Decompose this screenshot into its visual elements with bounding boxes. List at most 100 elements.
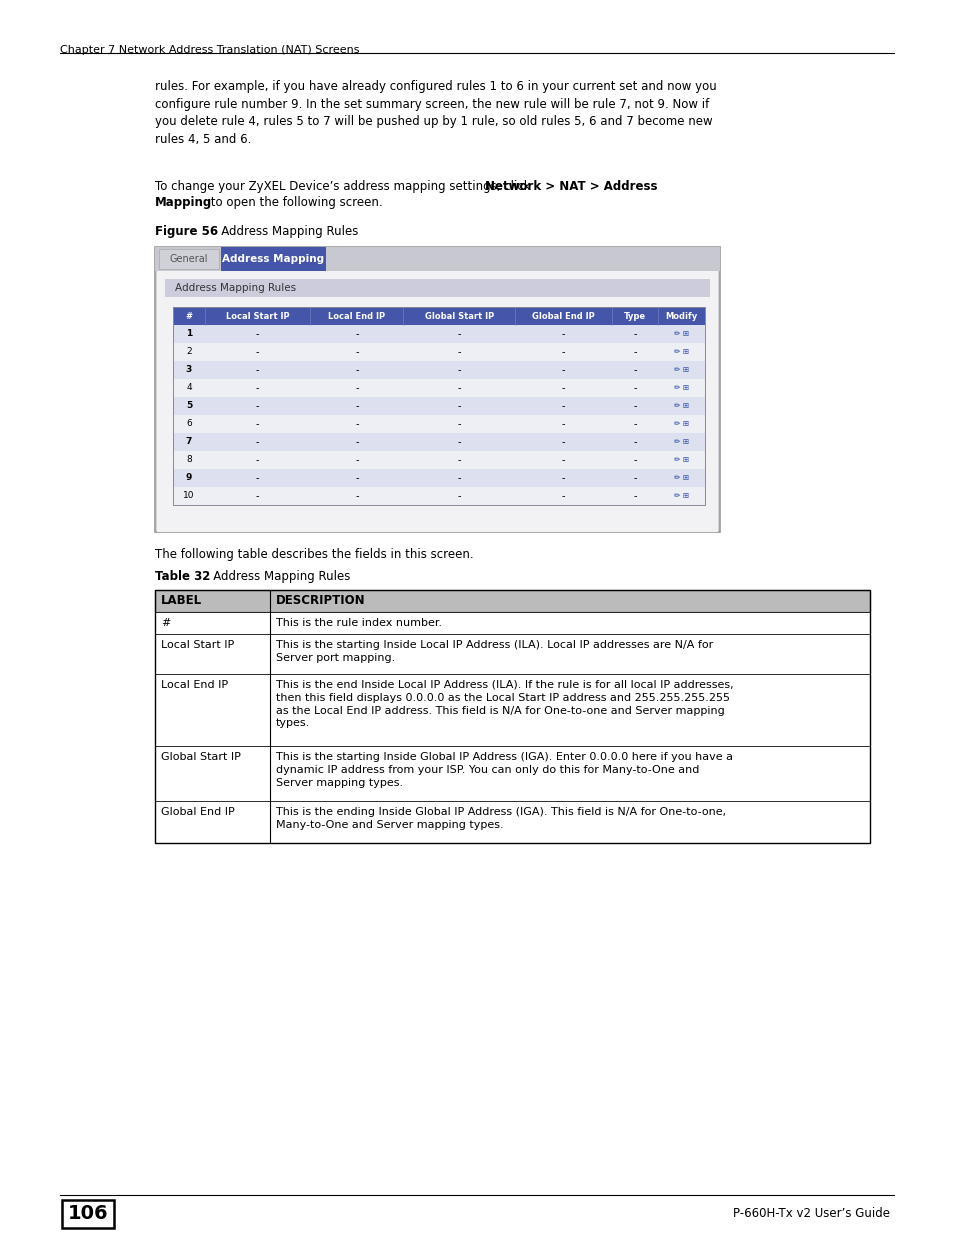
Text: -: - [355, 437, 358, 447]
Text: LABEL: LABEL [161, 594, 202, 608]
Text: -: - [561, 419, 565, 429]
Bar [172, 396, 704, 415]
Text: General: General [170, 254, 208, 264]
Text: -: - [255, 401, 259, 411]
Text: -: - [457, 419, 460, 429]
Text: 1: 1 [186, 330, 192, 338]
Bar [172, 308, 704, 325]
Text: -: - [457, 437, 460, 447]
Text: P-660H-Tx v2 User’s Guide: P-660H-Tx v2 User’s Guide [732, 1208, 889, 1220]
Text: ✏ ⊞: ✏ ⊞ [673, 384, 688, 393]
Text: Local End IP: Local End IP [161, 680, 228, 690]
Bar [221, 247, 326, 270]
Text: -: - [457, 329, 460, 338]
Text: This is the end Inside Local IP Address (ILA). If the rule is for all local IP a: This is the end Inside Local IP Address … [275, 680, 733, 729]
Text: ✏ ⊞: ✏ ⊞ [673, 492, 688, 500]
Bar [172, 308, 704, 505]
Text: Modify: Modify [664, 311, 697, 321]
Text: -: - [633, 329, 636, 338]
Text: 10: 10 [183, 492, 194, 500]
Bar [172, 379, 704, 396]
Text: -: - [633, 383, 636, 393]
Text: -: - [561, 401, 565, 411]
Text: Network > NAT > Address: Network > NAT > Address [484, 180, 657, 193]
Bar [154, 613, 869, 634]
Text: 5: 5 [186, 401, 192, 410]
Text: -: - [633, 454, 636, 466]
Text: -: - [355, 383, 358, 393]
Text: -: - [561, 347, 565, 357]
Text: #: # [161, 618, 171, 629]
Text: The following table describes the fields in this screen.: The following table describes the fields… [154, 548, 473, 561]
Text: ✏ ⊞: ✏ ⊞ [673, 437, 688, 447]
Text: -: - [457, 383, 460, 393]
Text: ✏ ⊞: ✏ ⊞ [673, 347, 688, 357]
Text: -: - [457, 347, 460, 357]
Text: -: - [255, 383, 259, 393]
Bar [154, 802, 869, 844]
Text: -: - [457, 492, 460, 501]
Text: ✏ ⊞: ✏ ⊞ [673, 456, 688, 464]
Text: Mapping: Mapping [154, 196, 212, 209]
Bar [172, 487, 704, 505]
Bar [172, 469, 704, 487]
Bar [172, 343, 704, 361]
Bar [154, 590, 869, 613]
Bar [172, 361, 704, 379]
Text: -: - [633, 437, 636, 447]
Text: This is the rule index number.: This is the rule index number. [275, 618, 441, 629]
Text: Figure 56: Figure 56 [154, 225, 218, 238]
Text: -: - [457, 401, 460, 411]
Text: -: - [255, 454, 259, 466]
Text: -: - [355, 366, 358, 375]
Text: -: - [255, 366, 259, 375]
Text: 8: 8 [186, 456, 192, 464]
Text: -: - [255, 473, 259, 483]
Text: -: - [355, 329, 358, 338]
Text: Global Start IP: Global Start IP [424, 311, 494, 321]
Text: ✏ ⊞: ✏ ⊞ [673, 420, 688, 429]
Text: ✏ ⊞: ✏ ⊞ [673, 473, 688, 483]
Text: Address Mapping Rules: Address Mapping Rules [174, 283, 295, 293]
Text: Table 32: Table 32 [154, 571, 211, 583]
Text: -: - [255, 492, 259, 501]
Text: -: - [561, 383, 565, 393]
Text: -: - [355, 401, 358, 411]
Text: -: - [457, 454, 460, 466]
Text: -: - [561, 366, 565, 375]
Text: Global End IP: Global End IP [532, 311, 595, 321]
Text: -: - [633, 492, 636, 501]
Text: This is the starting Inside Local IP Address (ILA). Local IP addresses are N/A f: This is the starting Inside Local IP Add… [275, 640, 713, 663]
Text: This is the ending Inside Global IP Address (IGA). This field is N/A for One-to-: This is the ending Inside Global IP Addr… [275, 806, 725, 830]
Text: Global End IP: Global End IP [161, 806, 234, 818]
Bar [172, 433, 704, 451]
Text: to open the following screen.: to open the following screen. [207, 196, 382, 209]
Text: ✏ ⊞: ✏ ⊞ [673, 330, 688, 338]
Bar [157, 270, 718, 532]
Text: Address Mapping Rules: Address Mapping Rules [210, 225, 358, 238]
Text: rules. For example, if you have already configured rules 1 to 6 in your current : rules. For example, if you have already … [154, 80, 716, 146]
Bar [154, 746, 869, 802]
Text: -: - [355, 454, 358, 466]
Text: -: - [561, 454, 565, 466]
Bar [154, 247, 720, 532]
Text: Local Start IP: Local Start IP [161, 640, 234, 650]
Bar [154, 590, 869, 844]
Bar [172, 415, 704, 433]
Text: -: - [355, 347, 358, 357]
Text: DESCRIPTION: DESCRIPTION [275, 594, 365, 608]
Text: -: - [457, 366, 460, 375]
Bar [154, 247, 720, 270]
Text: ✏ ⊞: ✏ ⊞ [673, 366, 688, 374]
Text: ✏ ⊞: ✏ ⊞ [673, 401, 688, 410]
Text: -: - [355, 419, 358, 429]
Text: -: - [355, 492, 358, 501]
Text: -: - [355, 473, 358, 483]
Text: 6: 6 [186, 420, 192, 429]
Text: 9: 9 [186, 473, 192, 483]
Text: -: - [633, 347, 636, 357]
Bar [62, 1200, 113, 1228]
Text: 106: 106 [68, 1204, 109, 1224]
Text: This is the starting Inside Global IP Address (IGA). Enter 0.0.0.0 here if you h: This is the starting Inside Global IP Ad… [275, 752, 732, 788]
Text: #: # [185, 311, 193, 321]
